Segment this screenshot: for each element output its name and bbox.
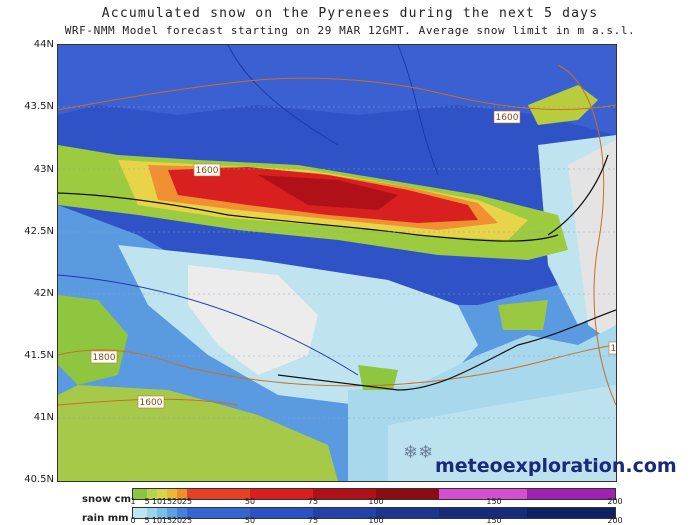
snow-limit-contour bbox=[58, 344, 616, 387]
snow-limit-label: 1600 bbox=[196, 166, 219, 176]
rain-scale-tick-label: 0 bbox=[130, 516, 136, 525]
snow-scale-segment bbox=[187, 489, 250, 499]
snow-scale-tick-label: 15 bbox=[161, 497, 173, 506]
snow-scale-segment bbox=[527, 489, 615, 499]
rain-legend-label: rain mm bbox=[82, 513, 129, 524]
rain-scale-tick-label: 10 bbox=[151, 516, 163, 525]
river-line bbox=[227, 45, 339, 146]
snowflake-icon: ❄❄ bbox=[403, 442, 434, 463]
snow-scale-segment bbox=[313, 489, 376, 499]
snow-scale-segment bbox=[167, 489, 177, 499]
lat-label-42n: 42N bbox=[33, 288, 54, 299]
snow-scale-tick-label: 5 bbox=[144, 497, 150, 506]
rain-color-scale bbox=[132, 507, 616, 519]
rain-scale-segment bbox=[439, 508, 527, 518]
country-border bbox=[58, 192, 559, 242]
snow-scale-segment bbox=[147, 489, 157, 499]
lat-label-43-5n: 43.5N bbox=[24, 101, 54, 112]
snow-scale-segment bbox=[250, 489, 313, 499]
rain-scale-segment bbox=[177, 508, 187, 518]
rain-scale-tick-label: 25 bbox=[181, 516, 193, 525]
snow-scale-segment bbox=[376, 489, 439, 499]
snow-scale-tick-label: 150 bbox=[486, 497, 502, 506]
snow-scale-segment bbox=[439, 489, 527, 499]
lat-label-41-5n: 41.5N bbox=[24, 350, 54, 361]
coastline bbox=[277, 309, 616, 391]
green-snow-islet bbox=[358, 365, 398, 390]
rain-scale-segment bbox=[167, 508, 177, 518]
rain-scale-tick-label: 200 bbox=[607, 516, 623, 525]
rain-scale-tick-label: 75 bbox=[307, 516, 319, 525]
sea-light bbox=[388, 385, 616, 481]
snow-scale-segment bbox=[177, 489, 187, 499]
map-title: Accumulated snow on the Pyrenees during … bbox=[101, 6, 599, 21]
credit-text: meteoexploration.com bbox=[435, 455, 677, 477]
lat-label-41n: 41N bbox=[33, 412, 54, 423]
map-canvas: 1600 1600 1800 1600 1400 bbox=[58, 45, 616, 481]
snow-scale-tick-label: 75 bbox=[307, 497, 319, 506]
snow-color-scale bbox=[132, 488, 616, 500]
rain-scale-tick-label: 100 bbox=[368, 516, 384, 525]
snow-scale-segment bbox=[133, 489, 147, 499]
green-snow-northeast bbox=[528, 85, 598, 125]
snow-legend-label: snow cm bbox=[82, 494, 132, 505]
map-subtitle: WRF-NMM Model forecast starting on 29 MA… bbox=[64, 24, 636, 37]
snow-scale-tick-label: 200 bbox=[607, 497, 623, 506]
snow-limit-label: 1600 bbox=[496, 113, 519, 123]
rain-scale-segment bbox=[250, 508, 313, 518]
river-line bbox=[58, 274, 359, 376]
rain-scale-segment bbox=[187, 508, 250, 518]
river-line bbox=[397, 45, 439, 176]
rain-scale-tick-label: 20 bbox=[171, 516, 183, 525]
graticule bbox=[58, 106, 616, 419]
coastline bbox=[547, 154, 609, 236]
snow-limit-label: 1400 bbox=[611, 344, 616, 354]
rain-scale-tick-label: 50 bbox=[244, 516, 256, 525]
green-snow-catalonia bbox=[498, 300, 548, 330]
rain-scale-segment bbox=[133, 508, 147, 518]
green-snow-southwest bbox=[58, 385, 338, 481]
rain-scale-segment bbox=[147, 508, 157, 518]
rain-scale-tick-label: 5 bbox=[144, 516, 150, 525]
snow-limit-label: 1600 bbox=[140, 398, 163, 408]
snow-forecast-map: 1600 1600 1800 1600 1400 bbox=[57, 44, 617, 482]
snow-limit-labels: 1600 1600 1800 1600 1400 bbox=[90, 110, 616, 409]
pyrenees-darkred-core bbox=[258, 175, 398, 210]
snow-scale-tick-label: 1 bbox=[130, 497, 136, 506]
snow-limit-contour bbox=[58, 77, 616, 111]
snow-limit-label: 1800 bbox=[93, 353, 116, 363]
ebro-grey-zone bbox=[188, 265, 318, 375]
north-rain-zone bbox=[58, 45, 616, 135]
snow-scale-tick-label: 25 bbox=[181, 497, 193, 506]
snow-scale-tick-label: 100 bbox=[368, 497, 384, 506]
snow-scale-tick-label: 20 bbox=[171, 497, 183, 506]
rain-scale-segment bbox=[313, 508, 376, 518]
rain-scale-segment bbox=[527, 508, 615, 518]
rain-scale-tick-label: 150 bbox=[486, 516, 502, 525]
snow-limit-contour bbox=[557, 64, 616, 406]
rain-scale-segment bbox=[157, 508, 167, 518]
lat-label-42-5n: 42.5N bbox=[24, 226, 54, 237]
rain-scale-segment bbox=[376, 508, 439, 518]
lat-label-40-5n: 40.5N bbox=[24, 474, 54, 485]
snow-scale-segment bbox=[157, 489, 167, 499]
lat-label-43n: 43N bbox=[33, 164, 54, 175]
snow-scale-tick-label: 50 bbox=[244, 497, 256, 506]
lat-label-44n: 44N bbox=[33, 39, 54, 50]
rain-scale-tick-label: 15 bbox=[161, 516, 173, 525]
snow-scale-tick-label: 10 bbox=[151, 497, 163, 506]
